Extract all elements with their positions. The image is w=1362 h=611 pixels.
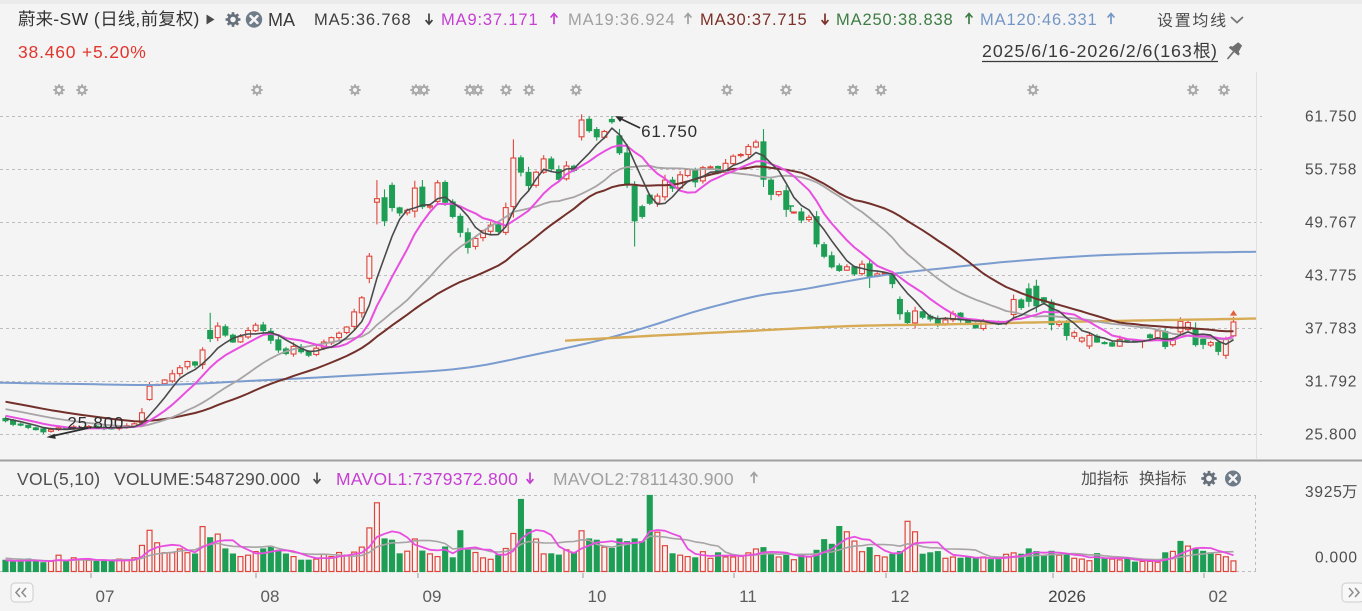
svg-text:07: 07 xyxy=(96,587,115,606)
svg-text:11: 11 xyxy=(739,587,757,606)
svg-text:MA9:37.171: MA9:37.171 xyxy=(441,11,538,29)
svg-text:10: 10 xyxy=(588,587,607,606)
svg-text:VOL(5,10): VOL(5,10) xyxy=(17,469,100,489)
svg-text:02: 02 xyxy=(1209,587,1228,606)
svg-text:MA30:37.715: MA30:37.715 xyxy=(700,11,808,29)
svg-text:55.758: 55.758 xyxy=(1305,162,1357,179)
svg-text:09: 09 xyxy=(423,587,442,606)
svg-text:MA250:38.838: MA250:38.838 xyxy=(836,11,954,29)
svg-text:,: , xyxy=(135,9,140,29)
svg-text:43.775: 43.775 xyxy=(1305,268,1357,285)
svg-text:MAVOL2:7811430.900: MAVOL2:7811430.900 xyxy=(553,469,734,489)
svg-text:31.792: 31.792 xyxy=(1305,374,1357,391)
svg-text:25.800: 25.800 xyxy=(1305,427,1357,444)
svg-text:VOLUME:5487290.000: VOLUME:5487290.000 xyxy=(114,469,300,489)
svg-text:MAVOL1:7379372.800: MAVOL1:7379372.800 xyxy=(336,469,518,489)
svg-text:08: 08 xyxy=(261,587,280,606)
svg-text:): ) xyxy=(1211,41,1217,61)
svg-text:49.767: 49.767 xyxy=(1305,215,1357,232)
svg-text:0.000: 0.000 xyxy=(1315,550,1358,567)
svg-text:MA5:36.768: MA5:36.768 xyxy=(314,11,411,29)
svg-text:3925: 3925 xyxy=(1305,484,1343,501)
svg-text:2026: 2026 xyxy=(1048,587,1086,606)
svg-text:-SW (: -SW ( xyxy=(53,9,100,29)
svg-text:MA19:36.924: MA19:36.924 xyxy=(568,11,676,29)
svg-text:37.783: 37.783 xyxy=(1305,321,1357,338)
svg-text:61.750: 61.750 xyxy=(641,122,698,141)
svg-text:MA120:46.331: MA120:46.331 xyxy=(980,11,1098,29)
svg-text:2025/6/16-2026/2/6(163: 2025/6/16-2026/2/6(163 xyxy=(982,41,1193,61)
svg-text:12: 12 xyxy=(891,587,910,606)
svg-text:MA: MA xyxy=(268,10,295,30)
svg-text:): ) xyxy=(194,9,200,29)
svg-text:61.750: 61.750 xyxy=(1305,109,1357,126)
svg-text:25.800: 25.800 xyxy=(67,414,124,433)
svg-text:38.460 +5.20%: 38.460 +5.20% xyxy=(18,42,147,62)
